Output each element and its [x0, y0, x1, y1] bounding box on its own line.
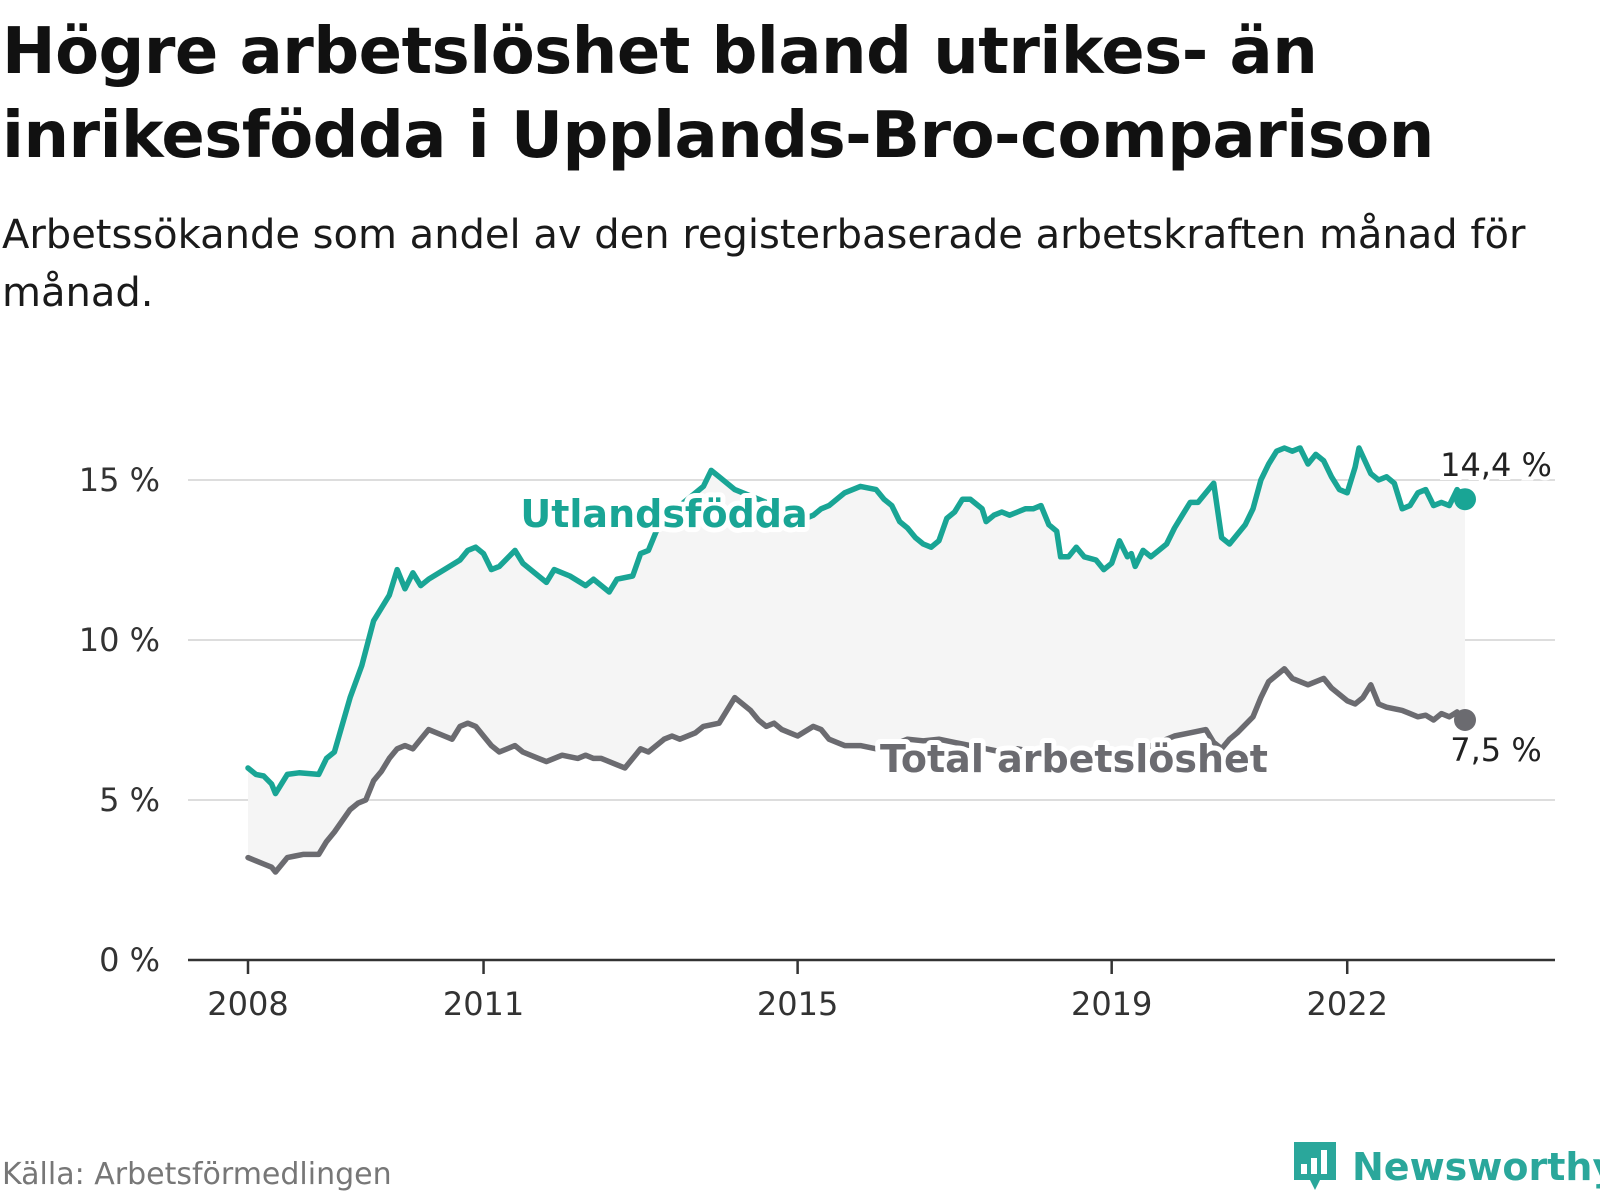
x-tick-label: 2015: [757, 985, 838, 1023]
end-point-total-arbetsloshet: [1454, 709, 1476, 731]
chart-title: Högre arbetslöshet bland utrikes- än inr…: [2, 15, 1434, 173]
x-tick-label: 2019: [1071, 985, 1152, 1023]
gap-band: [248, 448, 1465, 872]
x-tick-label: 2008: [207, 985, 288, 1023]
line-chart: 0 % 5 % 10 % 15 % 2008 2011 2015 2019 2022 Utland…: [78, 445, 1555, 1023]
y-tick-label: 10 %: [79, 621, 160, 659]
y-tick-label: 15 %: [79, 461, 160, 499]
end-label-utlandsfodda: 14,4 %: [1440, 446, 1552, 484]
y-tick-label: 5 %: [99, 781, 160, 819]
brand-name: Newsworthy: [1352, 1145, 1600, 1189]
source-note: Källa: Arbetsförmedlingen: [2, 1157, 392, 1192]
end-point-utlandsfodda: [1454, 488, 1476, 511]
series-line-total-arbetsloshet: [245, 666, 1468, 875]
newsworthy-logo-icon: [1294, 1142, 1336, 1190]
brand-logo[interactable]: Newsworthy: [1290, 1138, 1600, 1196]
series-line-utlandsfodda: [245, 445, 1468, 797]
series-label-utlandsfodda: Utlandsfödda: [520, 492, 807, 536]
y-tick-label: 0 %: [99, 941, 160, 979]
end-label-total-arbetsloshet: 7,5 %: [1450, 731, 1541, 769]
x-tick-label: 2011: [443, 985, 524, 1023]
chart-subtitle: Arbetssökande som andel av den registerb…: [2, 212, 1526, 316]
x-tick-label: 2022: [1307, 985, 1388, 1023]
series-label-total-arbetsloshet: Total arbetslöshet: [880, 737, 1268, 781]
